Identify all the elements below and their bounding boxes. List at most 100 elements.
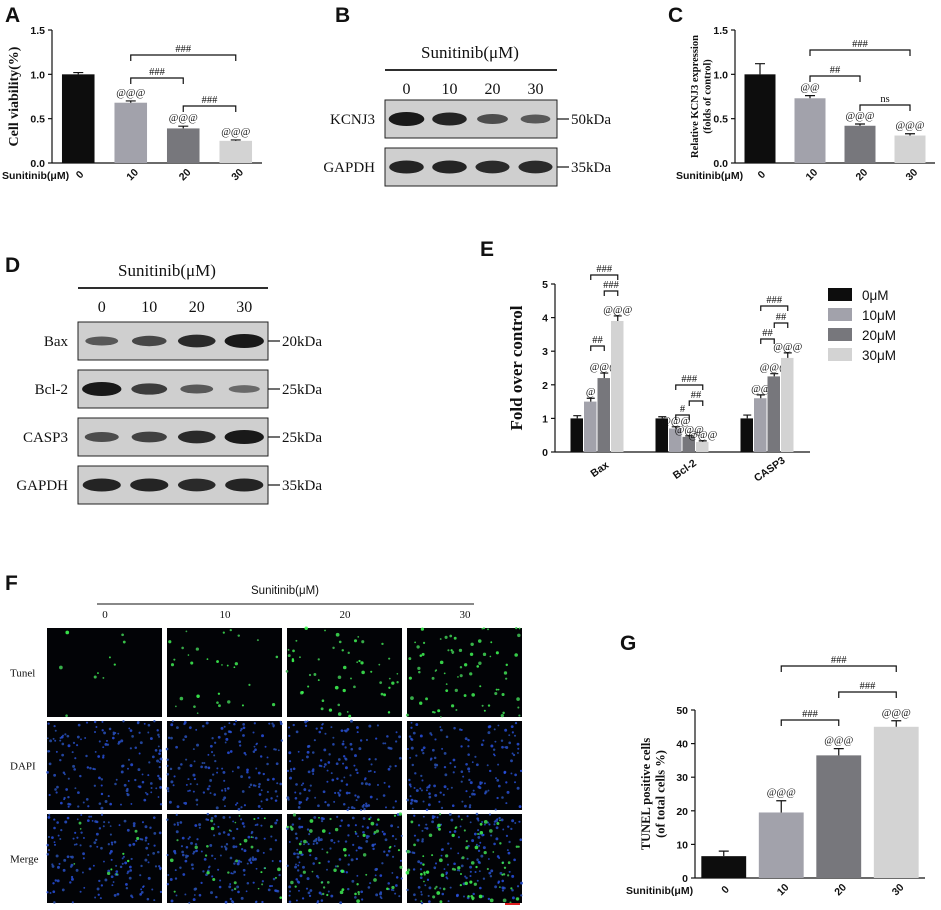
dapi-nucleus (360, 808, 363, 811)
dapi-nucleus (102, 746, 105, 749)
bar (781, 357, 794, 452)
dapi-nucleus (346, 808, 349, 812)
dapi-nucleus (82, 801, 85, 804)
dapi-nucleus (272, 724, 275, 727)
dapi-nucleus (125, 789, 129, 793)
y-tick-label: 20 (676, 806, 688, 818)
dapi-nucleus (49, 739, 53, 743)
dapi-nucleus (482, 877, 486, 880)
tunel-signal (379, 681, 383, 685)
tunel-signal (469, 880, 473, 884)
dapi-nucleus (467, 745, 470, 748)
x-axis-label: Sunitinib(μM) (2, 170, 69, 182)
dapi-nucleus (174, 877, 178, 880)
dapi-nucleus (501, 745, 504, 749)
tunel-signal (510, 887, 513, 890)
dapi-nucleus (408, 735, 412, 738)
dapi-nucleus (255, 767, 258, 770)
dapi-nucleus (254, 748, 257, 752)
dapi-nucleus (320, 893, 323, 896)
dapi-nucleus (260, 800, 263, 803)
dapi-nucleus (257, 817, 260, 820)
dapi-nucleus (410, 721, 413, 724)
tunel-signal (298, 850, 303, 855)
tunel-signal (168, 640, 172, 644)
x-tick-label: 10 (124, 166, 141, 183)
dapi-nucleus (457, 852, 460, 855)
dapi-nucleus (143, 722, 146, 725)
dapi-nucleus (440, 854, 443, 857)
tunel-signal (436, 891, 441, 895)
blot-band (432, 160, 467, 174)
dapi-nucleus (229, 897, 233, 901)
micro-image (47, 721, 162, 810)
dapi-nucleus (55, 750, 58, 753)
dapi-nucleus (288, 885, 292, 889)
bracket-10-30-line (675, 384, 704, 390)
tunel-signal (277, 867, 281, 872)
dapi-nucleus (158, 865, 161, 868)
dapi-nucleus (61, 742, 65, 746)
error-bar (613, 315, 622, 321)
tunel-signal (425, 870, 430, 874)
dapi-nucleus (147, 842, 150, 845)
tunel-signal (287, 654, 291, 658)
dapi-nucleus (456, 869, 459, 872)
dapi-nucleus (243, 804, 247, 807)
dapi-nucleus (128, 876, 132, 880)
dapi-nucleus (311, 751, 315, 754)
dapi-nucleus (365, 738, 369, 742)
dapi-nucleus (214, 760, 217, 763)
dapi-nucleus (439, 726, 442, 728)
dapi-nucleus (252, 731, 255, 734)
dapi-nucleus (476, 858, 479, 861)
dapi-nucleus (262, 851, 265, 854)
tunel-signal (341, 649, 344, 652)
dapi-nucleus (188, 726, 192, 730)
tunel-signal (388, 686, 391, 689)
dapi-nucleus (103, 731, 107, 735)
dapi-nucleus (184, 859, 188, 863)
bracket-10-30-line (760, 305, 789, 311)
dapi-nucleus (72, 764, 76, 768)
significance-label: @@@ (661, 416, 690, 427)
dapi-nucleus (249, 783, 253, 787)
dapi-nucleus (56, 879, 60, 883)
x-tick-label: Bcl-2 (671, 457, 699, 482)
dapi-nucleus (428, 792, 431, 796)
row-label: CASP3 (23, 430, 68, 446)
dapi-nucleus (318, 764, 322, 767)
dapi-nucleus (241, 790, 245, 793)
tunel-signal (453, 636, 457, 640)
dapi-nucleus (141, 780, 145, 784)
dapi-nucleus (158, 761, 161, 764)
dapi-nucleus (344, 766, 348, 770)
dapi-nucleus (48, 813, 51, 816)
dapi-nucleus (514, 773, 517, 777)
dapi-nucleus (99, 897, 102, 900)
dapi-nucleus (240, 727, 243, 731)
dapi-nucleus (247, 835, 251, 839)
dapi-nucleus (445, 871, 448, 875)
dapi-nucleus (462, 775, 465, 778)
dapi-nucleus (306, 755, 309, 759)
tunel-signal (438, 813, 442, 816)
dapi-nucleus (278, 860, 282, 863)
dapi-nucleus (63, 858, 67, 862)
error-bar (855, 123, 865, 126)
tunel-signal (334, 827, 339, 832)
dapi-nucleus (425, 808, 429, 812)
dapi-nucleus (174, 869, 177, 872)
tunel-signal (335, 632, 340, 637)
x-tick-label: 30 (904, 166, 921, 183)
dapi-nucleus (109, 802, 113, 806)
dapi-nucleus (47, 816, 51, 819)
tunel-signal (475, 865, 478, 869)
tunel-signal (471, 896, 475, 900)
dapi-nucleus (508, 741, 511, 745)
dapi-nucleus (317, 804, 320, 808)
tunel-signal (460, 818, 463, 821)
dapi-nucleus (501, 886, 505, 890)
dapi-nucleus (212, 773, 215, 776)
tunel-signal (336, 865, 339, 868)
